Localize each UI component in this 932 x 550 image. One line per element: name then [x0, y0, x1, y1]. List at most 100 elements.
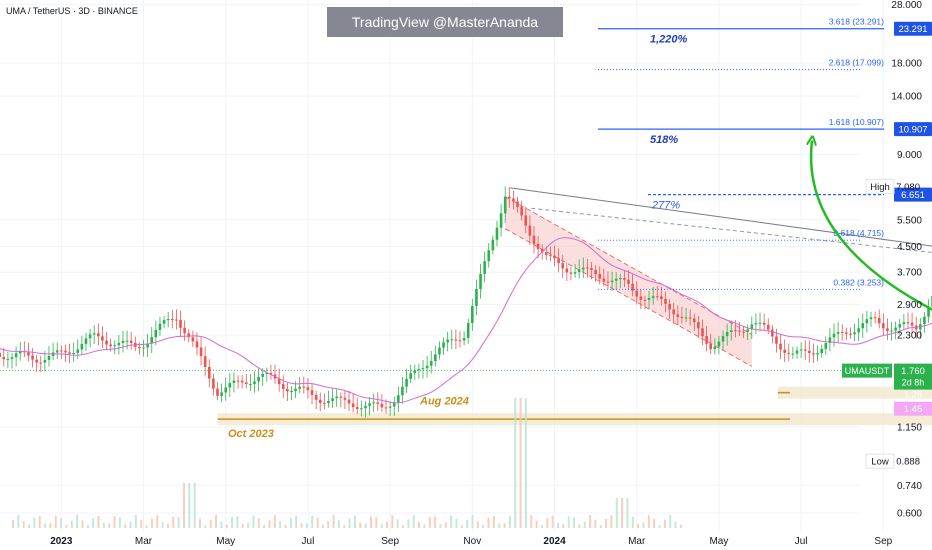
candle-body	[429, 361, 433, 366]
volume-bar	[460, 524, 463, 528]
price-tags: 23.291 10.907 6.651 High 7.080 Low 0.888 UMAUSD…	[0, 21, 932, 469]
volume-bar	[134, 515, 137, 528]
x-tick-label: Jul	[302, 536, 315, 547]
candle-body	[203, 356, 207, 367]
candle-body	[873, 317, 877, 319]
volume-bar	[150, 518, 153, 528]
candle-body	[199, 347, 203, 357]
last-price-tag	[894, 363, 932, 390]
candle-body	[6, 358, 10, 360]
candle-body	[569, 272, 573, 274]
candle-body	[187, 333, 191, 338]
candle-body	[306, 387, 310, 391]
candle-body	[257, 376, 260, 382]
symbol-tag	[842, 363, 892, 378]
candle-body	[76, 349, 80, 353]
candle-body	[150, 337, 154, 344]
candle-body	[532, 235, 536, 244]
candle-body	[249, 383, 252, 385]
candle-body	[734, 330, 737, 332]
candle-body	[520, 207, 523, 216]
candle-body	[540, 249, 544, 253]
x-tick-label: Jul	[795, 536, 808, 547]
candle-body	[705, 336, 708, 344]
candle-body	[216, 388, 219, 396]
y-tick-label: 5.500	[897, 215, 922, 226]
candle-body	[347, 399, 351, 404]
candle-body	[865, 319, 869, 324]
volume-bar	[220, 521, 223, 528]
candle-body	[894, 327, 897, 331]
low-value: 0.888	[896, 457, 920, 468]
candle-body	[721, 336, 725, 342]
resistance-line	[510, 187, 932, 247]
volume-bar	[305, 523, 308, 528]
support-label: Aug 2024	[419, 396, 469, 408]
volume-bar	[177, 516, 180, 528]
fib-price-tag-text: 10.907	[898, 125, 927, 136]
volume-bar	[455, 518, 458, 528]
candle-body	[857, 328, 860, 333]
candle-body	[277, 378, 281, 385]
low-label-box	[865, 453, 895, 469]
candle-body	[142, 347, 145, 349]
volume-bar	[402, 524, 405, 528]
candle-body	[738, 330, 741, 332]
candle-body	[413, 370, 417, 374]
candle-body	[454, 339, 458, 341]
fib-price-tag-text: 23.291	[898, 24, 927, 35]
volume-bar	[492, 515, 495, 528]
volume-bar	[423, 524, 426, 528]
candle-body	[771, 329, 774, 337]
volume-bar	[124, 524, 127, 528]
candle-body	[409, 373, 412, 379]
candle-body	[536, 243, 540, 250]
candle-body	[553, 255, 556, 259]
candle-body	[355, 407, 359, 409]
volume-bar	[22, 521, 25, 528]
volume-bar	[380, 524, 383, 528]
candle-body	[627, 279, 630, 284]
candle-body	[643, 299, 647, 301]
candle-body	[101, 336, 104, 341]
candle-body	[442, 342, 445, 348]
candle-body	[179, 319, 182, 328]
candle-body	[853, 332, 856, 335]
candle-body	[602, 278, 606, 282]
candle-body	[372, 402, 375, 404]
y-tick-label: 14.000	[891, 92, 922, 103]
volume-bar	[300, 523, 303, 528]
candle-body	[824, 343, 828, 349]
volume-bar	[407, 519, 410, 528]
y-tick-label: 9.000	[897, 150, 922, 161]
y-tick-label: 1.150	[897, 422, 922, 433]
candle-body	[573, 272, 577, 274]
volume-bar	[530, 515, 533, 528]
candle-body	[335, 396, 338, 399]
watermark: TradingView @MasterAnanda	[352, 14, 538, 30]
ma-secondary-text: 1.28	[904, 390, 923, 401]
volume-bar	[343, 524, 346, 528]
volume-bar	[86, 524, 89, 528]
volume-bar	[466, 520, 469, 528]
candle-body	[758, 322, 762, 324]
volume-bar	[321, 524, 324, 528]
candle-body	[577, 269, 581, 273]
volume-bar	[476, 521, 479, 528]
volume-bar	[257, 518, 260, 528]
volume-bar	[337, 520, 340, 528]
candle-body	[503, 196, 507, 214]
volume-bar	[669, 515, 672, 528]
volume-bar	[674, 521, 677, 528]
candle-body	[170, 319, 174, 321]
fib-label: 1.618 (10.907)	[829, 117, 884, 127]
volume-bar	[375, 517, 378, 528]
candle-body	[890, 330, 893, 332]
candle-body	[434, 354, 437, 362]
volume-bar	[156, 515, 159, 528]
candle-body	[660, 296, 663, 300]
candle-body	[43, 360, 47, 363]
volume-bar	[599, 524, 602, 528]
candle-body	[392, 402, 396, 407]
